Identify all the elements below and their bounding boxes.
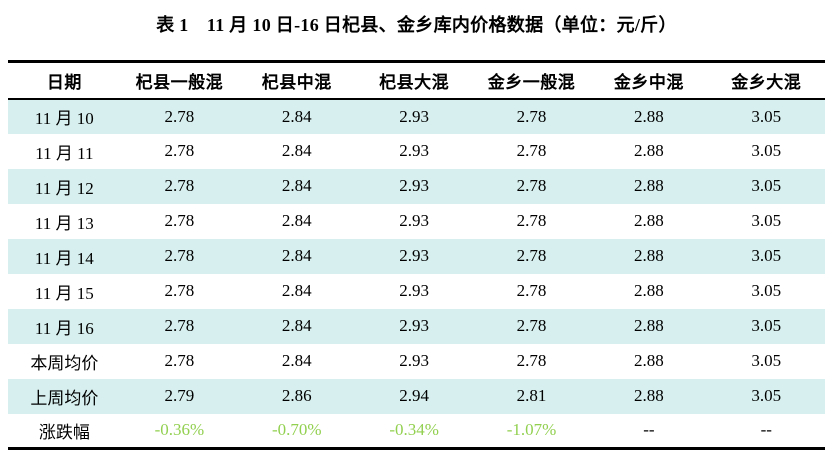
table-cell: 2.78 [164,246,195,265]
table-cell: 2.78 [164,281,195,300]
table-cell: 2.78 [516,316,547,335]
row-label: 11 月 10 [34,109,94,128]
table-cell: 2.78 [164,351,195,370]
column-header: 金乡中混 [590,61,708,100]
table-cell: 2.88 [634,176,664,195]
table-cell: 2.84 [281,211,312,230]
table-cell: 2.84 [281,141,312,160]
table-cell: 2.78 [516,246,547,265]
header-row: 日期 杞县一般混 杞县中混 杞县大混 金乡一般混 金乡中混 金乡大混 [8,61,825,100]
table-row: 11 月 15 2.78 2.84 2.93 2.78 2.88 3.05 [8,274,825,309]
table-body: 11 月 10 2.78 2.84 2.93 2.78 2.88 3.05 11 月 11 2.… [8,98,825,449]
table-cell: 2.84 [281,246,312,265]
table-title: 表 1 11 月 10 日-16 日杞县、金乡库内价格数据（单位：元/斤） [156,15,677,35]
table-cell: 3.05 [751,211,782,230]
table-cell: 2.78 [516,351,547,370]
table-cell: -0.34% [389,420,439,440]
table-row: 11 月 16 2.78 2.84 2.93 2.78 2.88 3.05 [8,308,825,344]
table-cell: 2.84 [281,176,312,195]
column-header: 金乡一般混 [472,61,591,100]
table-cell: 2.78 [516,106,547,126]
row-label: 11 月 11 [35,143,94,163]
table-cell: 3.05 [751,316,782,335]
table-cell: -1.07% [506,420,557,440]
table-cell: 2.93 [399,211,430,230]
row-label: 11 月 12 [34,178,94,198]
table-cell: 2.78 [516,281,547,300]
table-cell: 2.94 [399,386,430,405]
table-cell: 2.81 [516,386,547,405]
table-cell: 2.88 [634,281,664,300]
table-header: 日期 杞县一般混 杞县中混 杞县大混 金乡一般混 金乡中混 金乡大混 [8,61,825,100]
table-cell: 2.93 [399,141,430,160]
table-row: 涨跌幅 -0.36% -0.70% -0.34% -1.07% -- -- [8,414,825,449]
table-cell: 3.05 [751,351,782,370]
table-cell: -0.36% [154,420,205,440]
table-cell: 2.84 [281,316,312,335]
table-row: 本周均价 2.78 2.84 2.93 2.78 2.88 3.05 [8,344,825,379]
row-label: 11 月 15 [34,283,94,303]
row-label: 11 月 13 [34,213,94,233]
table-cell: 2.86 [281,386,312,405]
row-label: 11 月 14 [34,248,94,268]
table-cell: 2.93 [399,281,430,300]
row-label: 本周均价 [30,353,99,373]
table-cell: 2.78 [164,176,195,195]
column-header: 杞县大混 [355,61,473,100]
table-cell: 2.88 [634,141,664,160]
table-row: 上周均价 2.79 2.86 2.94 2.81 2.88 3.05 [8,378,825,414]
table-cell: -- [643,420,655,440]
table-cell: 2.88 [634,211,664,230]
table-cell: 3.05 [751,281,782,300]
table-cell: 2.78 [516,141,547,160]
table-row: 11 月 14 2.78 2.84 2.93 2.78 2.88 3.05 [8,238,825,274]
table-cell: 2.88 [634,106,664,126]
table-row: 11 月 11 2.78 2.84 2.93 2.78 2.88 3.05 [8,134,825,169]
table-row: 11 月 12 2.78 2.84 2.93 2.78 2.88 3.05 [8,168,825,204]
column-header: 杞县中混 [238,61,356,100]
table-cell: 2.88 [634,386,664,405]
table-cell: 2.78 [516,211,547,230]
table-cell: 2.78 [164,316,195,335]
table-cell: -0.70% [272,420,322,440]
table-cell: 3.05 [751,176,782,195]
column-header: 杞县一般混 [120,61,239,100]
table-cell: -- [760,420,772,440]
table-cell: 3.05 [751,141,782,160]
table-cell: 3.05 [751,106,782,126]
table-cell: 2.93 [399,176,430,195]
table-cell: 2.93 [399,246,430,265]
table-cell: 2.88 [634,316,664,335]
table-cell: 2.93 [399,316,430,335]
row-label: 上周均价 [30,388,99,408]
table-cell: 2.93 [399,351,430,370]
table-cell: 2.84 [281,106,312,126]
table-cell: 2.84 [281,281,312,300]
column-header: 金乡大混 [707,61,825,100]
row-label: 涨跌幅 [38,422,90,442]
table-cell: 2.93 [399,106,430,126]
price-table: 日期 杞县一般混 杞县中混 杞县大混 金乡一般混 金乡中混 金乡大混 11 月 10 2.78… [8,60,825,450]
table-cell: 2.78 [164,141,195,160]
table-cell: 2.78 [516,176,547,195]
table-cell: 2.79 [164,386,195,405]
table-cell: 2.88 [634,351,664,370]
table-cell: 3.05 [751,386,782,405]
table-cell: 3.05 [751,246,782,265]
table-cell: 2.78 [164,106,195,126]
table-cell: 2.84 [281,351,312,370]
table-row: 11 月 10 2.78 2.84 2.93 2.78 2.88 3.05 [8,98,825,134]
column-header-date: 日期 [8,61,121,100]
row-label: 11 月 16 [34,318,94,338]
table-cell: 2.88 [634,246,664,265]
table-row: 11 月 13 2.78 2.84 2.93 2.78 2.88 3.05 [8,204,825,239]
table-cell: 2.78 [164,211,195,230]
